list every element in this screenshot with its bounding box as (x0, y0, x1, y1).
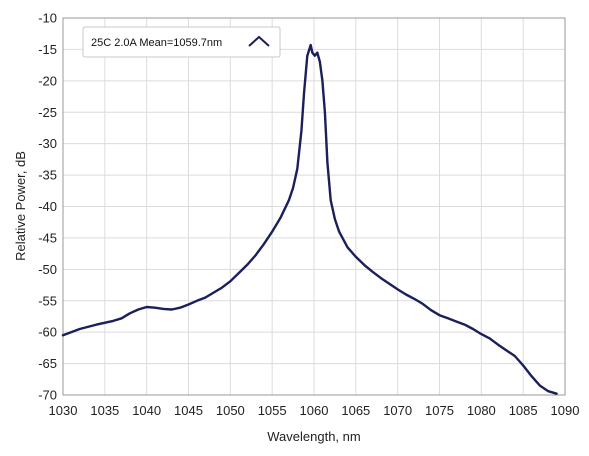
x-tick-label: 1080 (467, 403, 496, 418)
x-tick-label: 1070 (383, 403, 412, 418)
x-tick-label: 1085 (509, 403, 538, 418)
x-tick-label: 1055 (258, 403, 287, 418)
y-tick-label: -30 (38, 136, 57, 151)
legend-line-swatch (248, 35, 270, 47)
x-tick-label: 1050 (216, 403, 245, 418)
y-tick-label: -45 (38, 230, 57, 245)
x-tick-label: 1030 (49, 403, 78, 418)
y-tick-label: -65 (38, 356, 57, 371)
x-tick-label: 1075 (425, 403, 454, 418)
y-tick-label: -40 (38, 199, 57, 214)
x-tick-label: 1065 (341, 403, 370, 418)
y-axis-label: Relative Power, dB (13, 151, 28, 261)
y-tick-label: -35 (38, 168, 57, 183)
x-tick-label: 1045 (174, 403, 203, 418)
y-tick-label: -15 (38, 42, 57, 57)
y-tick-label: -50 (38, 262, 57, 277)
legend-label: 25C 2.0A Mean=1059.7nm (91, 37, 222, 49)
spectrum-line (61, 43, 558, 395)
x-axis-ticks: 1030 1035 1040 1045 1050 1055 1060 1065 1070 1075… (49, 403, 580, 418)
x-axis-label: Wavelength, nm (267, 429, 360, 444)
x-tick-label: 1090 (551, 403, 580, 418)
y-tick-label: -60 (38, 325, 57, 340)
x-tick-label: 1040 (132, 403, 161, 418)
y-tick-label: -55 (38, 293, 57, 308)
y-tick-label: -25 (38, 105, 57, 120)
x-tick-label: 1060 (300, 403, 329, 418)
legend-box (82, 26, 281, 58)
legend: 25C 2.0A Mean=1059.7nm (82, 26, 281, 58)
y-tick-label: -10 (38, 11, 57, 26)
y-axis-ticks: -10 -15 -20 -25 -30 -35 -40 -45 -50 -55 -60 -65 -70 (38, 11, 57, 403)
y-tick-label: -70 (38, 388, 57, 403)
x-tick-label: 1035 (90, 403, 119, 418)
y-tick-label: -20 (38, 73, 57, 88)
grid-lines (62, 17, 566, 396)
plot-frame (62, 17, 566, 396)
